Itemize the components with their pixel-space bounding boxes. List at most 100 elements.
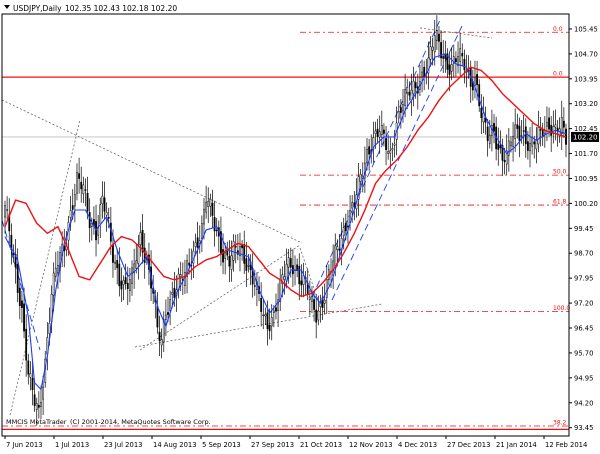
candle-body: [562, 120, 565, 128]
candle-body: [289, 258, 292, 268]
candle-body: [116, 260, 119, 269]
candle-body: [507, 140, 510, 156]
candle-body: [446, 53, 449, 70]
candle-body: [499, 144, 502, 149]
candle-body: [73, 194, 76, 207]
candle-body: [126, 282, 129, 289]
candle-body: [88, 212, 91, 229]
candle-body: [505, 150, 508, 165]
fib-level-label: 50.0: [553, 169, 567, 176]
candle-body: [27, 360, 30, 375]
x-tick-label: 12 Nov 2013: [349, 441, 393, 449]
candle-body: [336, 246, 339, 251]
candle-body: [122, 280, 125, 285]
candle-body: [266, 312, 269, 330]
candle-body: [461, 53, 464, 57]
trendline: [134, 303, 383, 348]
candle-body: [459, 48, 462, 62]
candle-body: [529, 143, 531, 152]
candle-body: [211, 202, 214, 216]
current-price-label: 102.20: [573, 133, 598, 141]
symbol-label: USDJPY,Daily: [13, 4, 62, 13]
candle-body: [455, 58, 457, 62]
x-tick-label: 21 Jan 2014: [496, 441, 537, 449]
current-price-badge: [571, 131, 599, 142]
candle-body: [277, 299, 279, 311]
candle-body: [440, 42, 442, 59]
candle-body: [397, 110, 400, 119]
time-axis: 7 Jun 2013 1 Jul 2013 23 Jul 2013 14 Aug 20…: [4, 436, 587, 449]
candle-body: [264, 314, 267, 317]
candle-body: [40, 402, 42, 407]
candle-body: [406, 87, 409, 94]
candle-body: [209, 198, 212, 207]
candle-body: [438, 33, 440, 42]
candle-body: [476, 74, 478, 86]
candle-body: [196, 237, 199, 248]
x-tick-label: 4 Dec 2013: [398, 441, 437, 449]
candle-body: [29, 373, 32, 378]
y-tick-label: 103.20: [574, 100, 598, 108]
candle-body: [383, 129, 385, 134]
candle-body: [16, 264, 19, 293]
candle-body: [164, 314, 167, 320]
candle-body: [69, 210, 72, 218]
trendline: [419, 27, 493, 39]
candle-body: [124, 277, 127, 284]
candle-body: [31, 377, 34, 390]
candle-body: [10, 234, 13, 251]
candle-body: [194, 242, 197, 247]
candle-body: [399, 107, 402, 113]
candle-body: [103, 197, 106, 212]
candle-body: [287, 257, 290, 268]
candle-body: [338, 248, 341, 251]
plot-border: [1, 13, 570, 437]
y-tick-label: 97.95: [574, 275, 593, 283]
candle-body: [230, 255, 233, 270]
candle-body: [450, 64, 453, 72]
candle-body: [560, 117, 563, 134]
ohlc-values: 102.35 102.43 102.18 102.20: [65, 4, 177, 13]
candle-body: [14, 253, 17, 268]
y-tick-label: 100.20: [574, 200, 598, 208]
x-tick-label: 12 Feb 2014: [545, 441, 587, 449]
candle-body: [133, 263, 136, 274]
chevron-down-icon[interactable]: [4, 5, 10, 9]
x-tick-label: 27 Dec 2013: [447, 441, 490, 449]
candle-body: [253, 285, 256, 287]
candle-body: [6, 209, 9, 211]
y-tick-label: 100.95: [574, 175, 598, 183]
candle-body: [315, 309, 318, 323]
candle-body: [35, 403, 38, 410]
candle-body: [463, 58, 466, 71]
candle-body: [241, 244, 244, 249]
y-tick-label: 97.20: [574, 300, 593, 308]
candle-body: [275, 307, 277, 312]
fib-level-label: 100.0: [553, 305, 570, 312]
candle-body: [114, 261, 116, 264]
candle-body: [232, 241, 235, 261]
chart-header: USDJPY,Daily 102.35 102.43 102.18 102.20: [4, 4, 177, 13]
candle-body: [215, 229, 218, 232]
fib-level-label: 38.2: [553, 420, 567, 427]
candle-body: [247, 265, 250, 267]
y-tick-label: 103.95: [574, 75, 598, 83]
candle-body: [385, 138, 387, 150]
candle-body: [391, 148, 394, 151]
y-tick-label: 95.70: [574, 349, 593, 357]
fib-level-label: 61.8: [553, 199, 567, 206]
candle-body: [368, 146, 371, 155]
candle-body: [514, 124, 517, 139]
candle-body: [518, 125, 521, 141]
candle-body: [393, 143, 396, 146]
platform-watermark: MMCIS MetaTrader: [6, 418, 67, 426]
candle-body: [497, 143, 500, 150]
ma-slow-line: [4, 66, 567, 298]
candle-body: [539, 129, 542, 131]
y-tick-label: 94.95: [574, 374, 593, 382]
candle-body: [522, 130, 525, 132]
candle-body: [448, 64, 451, 75]
candle-body: [54, 267, 57, 277]
